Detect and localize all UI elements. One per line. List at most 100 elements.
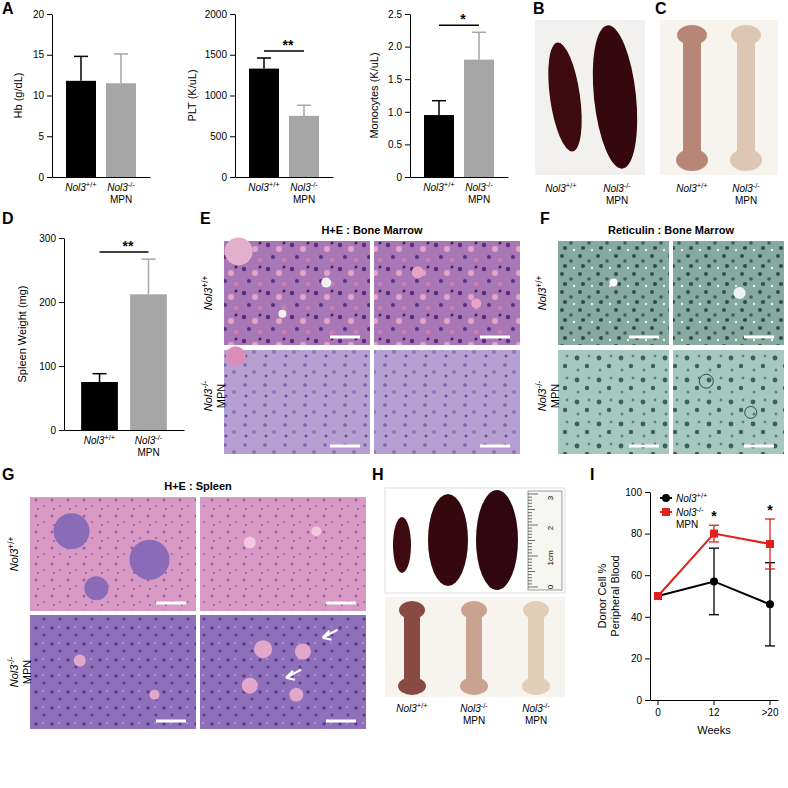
bar-chart: 05101520Nol3+/+Nol3-/-MPN <box>33 9 151 205</box>
bone-end <box>523 601 549 619</box>
photo-label: Nol3+/+ <box>396 701 428 714</box>
scale-bar <box>480 445 510 448</box>
tick-label: 0 <box>221 172 227 183</box>
tspan: +/+ <box>7 537 16 549</box>
micrograph <box>200 497 366 611</box>
error-bar <box>432 101 446 115</box>
tick-label: 500 <box>210 131 227 142</box>
micrograph <box>200 615 366 729</box>
tspan: Nol3 <box>545 183 566 194</box>
micrograph-feature <box>226 346 246 366</box>
bone-end <box>522 677 550 695</box>
tspan: -/- <box>753 181 761 190</box>
tick-mark <box>645 617 650 618</box>
tspan: -/- <box>535 381 544 389</box>
ruler-tick <box>528 543 532 544</box>
spleen <box>428 494 468 586</box>
tick-label: Nol3+/+ <box>248 180 280 193</box>
photo-label: Nol3-/- MPN <box>732 181 760 206</box>
y-tick: 1.5 <box>388 74 410 85</box>
marker <box>710 577 718 585</box>
tick-mark <box>230 136 235 137</box>
bone-end <box>460 677 488 695</box>
panel-letter: I <box>590 466 594 483</box>
tick-label: 100 <box>625 487 642 498</box>
micrograph <box>558 241 669 345</box>
ruler-tick <box>528 556 538 557</box>
y-tick: 20 <box>33 9 52 20</box>
spleen <box>542 40 587 153</box>
micrograph-feature <box>289 688 303 702</box>
error-bar <box>74 56 88 80</box>
panel-letter: H <box>372 466 384 483</box>
tick-mark <box>405 177 410 178</box>
significance-label: ** <box>123 238 134 254</box>
tspan: MPN <box>293 194 315 205</box>
error-cap <box>709 548 719 549</box>
error-cap <box>297 105 311 107</box>
micrograph-feature <box>150 690 160 700</box>
y-tick: 0 <box>50 425 64 436</box>
tick-mark <box>47 177 52 178</box>
y-axis: 0500100015002000 <box>205 9 236 183</box>
tick-mark <box>714 700 715 705</box>
tick-mark <box>405 79 410 80</box>
y-tick: 0 <box>396 172 410 183</box>
micrograph-feature <box>295 643 311 659</box>
tick-label: Nol3-/-MPN <box>290 180 318 205</box>
y-axis-title: Hb (g/dL) <box>12 73 24 119</box>
tspan: -/- <box>543 701 551 710</box>
error-stem <box>80 56 82 80</box>
photo-background <box>660 20 778 175</box>
tspan: MPN <box>676 519 698 530</box>
tick-mark <box>405 47 410 48</box>
tspan: Nol3 <box>732 183 753 194</box>
tick-label: 0 <box>396 172 402 183</box>
photo-label: Nol3+/+ <box>676 181 708 194</box>
tspan: Nol3 <box>8 548 20 572</box>
ruler-tick <box>528 537 532 538</box>
error-cap <box>765 568 775 569</box>
ruler-tick <box>528 531 532 532</box>
tspan: Nol3 <box>522 703 543 714</box>
tspan: Nol3 <box>248 182 269 193</box>
tick-label: Nol3+/+ <box>65 180 97 193</box>
y-tick: 1.0 <box>388 107 410 118</box>
tspan: Nol3 <box>65 182 86 193</box>
micrograph-feature <box>311 526 321 536</box>
tick-label: 12 <box>708 707 720 718</box>
series-line <box>658 534 770 596</box>
x-axis: Nol3+/+Nol3-/-MPN <box>411 177 509 205</box>
bar <box>289 116 319 177</box>
panel-letter: C <box>655 0 667 17</box>
tspan: +/+ <box>269 180 280 189</box>
micrograph <box>374 241 520 345</box>
tick-mark <box>645 575 650 576</box>
tspan: MPN <box>137 447 159 458</box>
micrograph-image <box>30 497 196 611</box>
ruler-tick <box>528 571 535 572</box>
panel-letter: D <box>2 210 14 227</box>
tick-label: 0 <box>655 707 661 718</box>
y-axis-title: Spleen Weight (mg) <box>16 285 28 382</box>
error-cap <box>432 100 446 102</box>
x-axis-title: Weeks <box>697 724 731 736</box>
tick-mark <box>645 492 650 493</box>
scale-bar <box>744 336 774 339</box>
scale-bar <box>326 602 356 605</box>
tick-label: 15 <box>33 49 45 60</box>
y-tick: 0 <box>636 695 650 706</box>
error-stem <box>478 32 480 59</box>
scale-bar <box>156 720 186 723</box>
tick-label: 0 <box>50 425 56 436</box>
bone <box>466 610 482 685</box>
micrograph-feature <box>734 287 746 299</box>
scale-bar <box>326 720 356 723</box>
row-label: Nol3-/-MPN <box>535 381 561 412</box>
plot-area <box>424 32 494 177</box>
micrograph-feature <box>254 640 272 658</box>
tick-label: 0.5 <box>388 139 402 150</box>
scale-bar <box>330 336 360 339</box>
ruler-tick <box>528 521 532 522</box>
tspan: MPN <box>735 195 757 206</box>
